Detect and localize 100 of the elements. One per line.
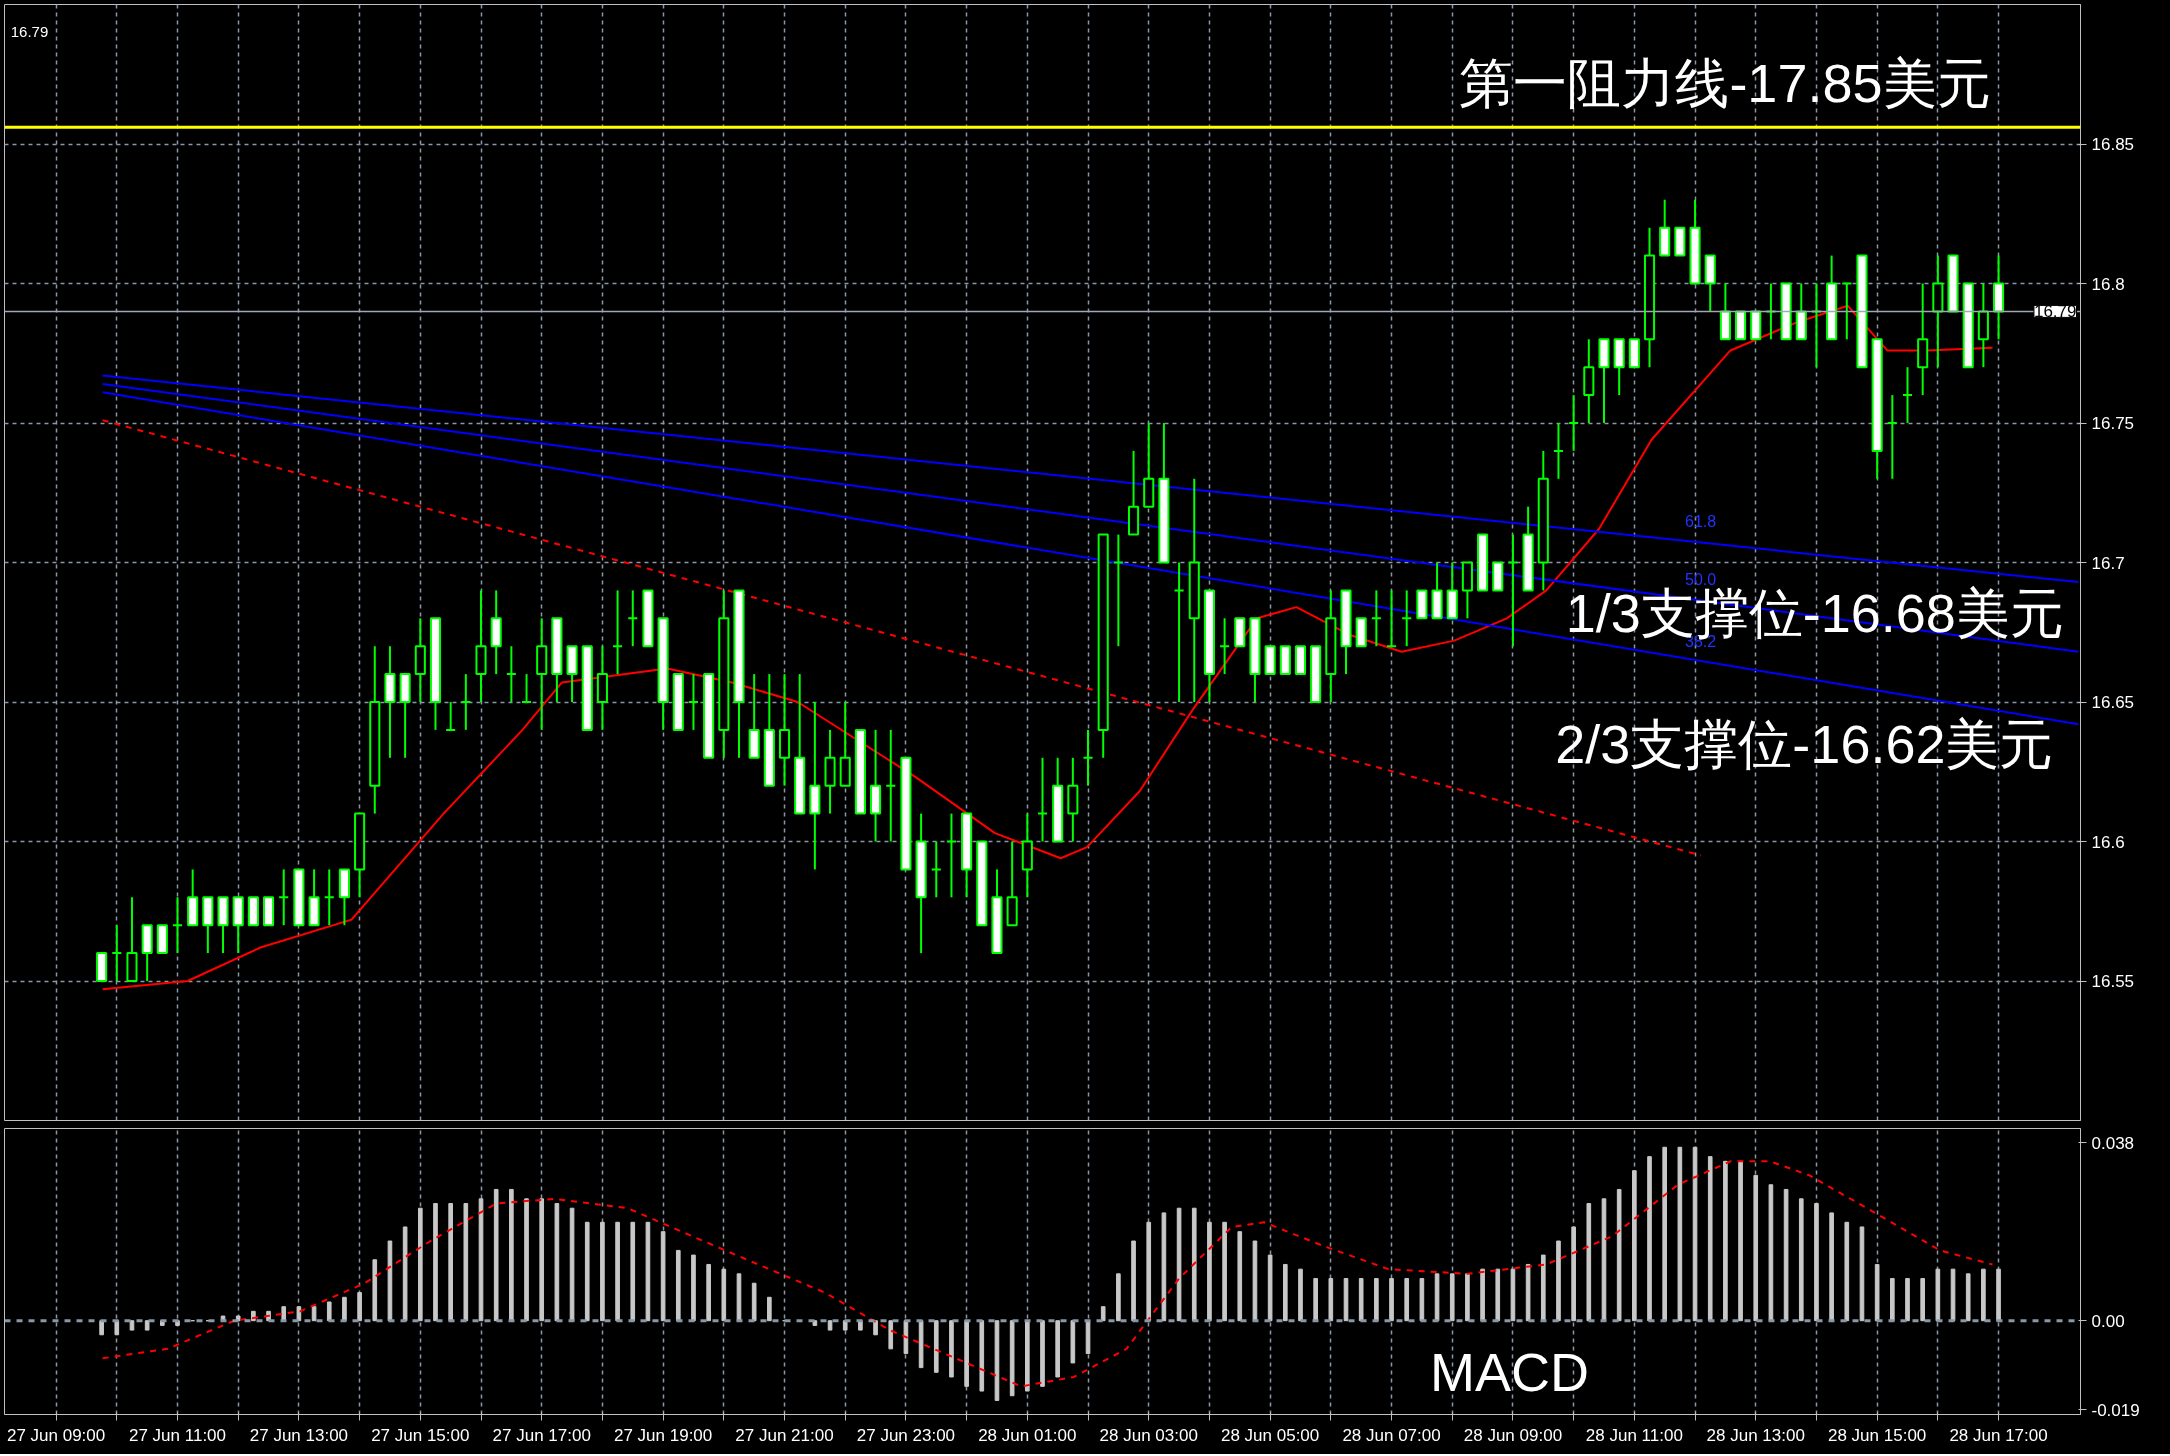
y-tick-label: 16.65 xyxy=(2091,693,2135,712)
candlestick xyxy=(627,589,639,648)
bar xyxy=(1935,1268,1941,1322)
bar xyxy=(888,1320,894,1350)
bar xyxy=(842,1320,848,1331)
bar xyxy=(1525,1263,1531,1322)
bar xyxy=(1282,1263,1288,1322)
bar xyxy=(1404,1278,1410,1322)
x-tick-label: 27 Jun 13:00 xyxy=(249,1425,349,1445)
bar xyxy=(1783,1188,1789,1322)
bar xyxy=(1040,1320,1045,1387)
bar xyxy=(1374,1278,1379,1322)
bar xyxy=(1298,1268,1303,1322)
bar xyxy=(1677,1146,1683,1322)
bar xyxy=(1586,1203,1592,1322)
x-tick-label: 28 Jun 01:00 xyxy=(978,1425,1077,1445)
x-tick-label: 27 Jun 09:00 xyxy=(6,1425,106,1445)
bar xyxy=(326,1301,332,1322)
bar xyxy=(539,1198,545,1322)
bar xyxy=(311,1306,317,1322)
bar xyxy=(1738,1160,1743,1322)
bar xyxy=(357,1292,362,1322)
bar xyxy=(675,1249,681,1322)
candlestick xyxy=(1765,282,1777,341)
bar xyxy=(873,1320,878,1336)
bar xyxy=(1798,1198,1804,1322)
x-tick-label: 28 Jun 17:00 xyxy=(1949,1425,2048,1445)
bar xyxy=(1874,1263,1880,1322)
bar xyxy=(1389,1278,1394,1322)
bar xyxy=(1692,1146,1698,1322)
candlestick xyxy=(1082,728,1094,787)
bar xyxy=(949,1320,954,1378)
bar xyxy=(1100,1306,1106,1322)
bar xyxy=(1116,1273,1121,1322)
bar xyxy=(144,1320,150,1331)
bar xyxy=(1723,1160,1728,1322)
bar xyxy=(1070,1320,1076,1364)
candlestick xyxy=(1810,282,1822,369)
bar xyxy=(1632,1170,1637,1322)
candlestick xyxy=(171,896,184,955)
bar xyxy=(600,1221,605,1322)
bar xyxy=(1176,1207,1182,1322)
bar xyxy=(1161,1212,1167,1322)
candlestick xyxy=(1886,394,1898,480)
bar xyxy=(979,1320,985,1392)
bar xyxy=(1905,1278,1910,1322)
x-tick-label: 27 Jun 17:00 xyxy=(492,1425,591,1445)
bar xyxy=(660,1231,666,1322)
bar xyxy=(1540,1254,1546,1322)
bar xyxy=(1768,1184,1774,1322)
bar xyxy=(1131,1240,1136,1322)
candlestick xyxy=(111,924,123,982)
bar xyxy=(493,1188,499,1322)
bar xyxy=(1616,1188,1622,1322)
bar xyxy=(1207,1221,1212,1322)
candlestick xyxy=(687,673,700,731)
bar xyxy=(448,1203,453,1322)
candlestick xyxy=(885,728,897,843)
bar xyxy=(812,1320,818,1326)
annotation: 61.8 xyxy=(1685,512,1717,530)
bar xyxy=(1965,1273,1971,1322)
bar xyxy=(1556,1240,1561,1322)
bar xyxy=(1313,1278,1318,1322)
bar xyxy=(1267,1254,1273,1322)
bar xyxy=(1829,1212,1834,1322)
y-tick-label: 16.85 xyxy=(2091,135,2135,154)
bar xyxy=(630,1221,636,1322)
bar xyxy=(858,1320,863,1331)
candlestick xyxy=(445,701,457,731)
x-tick-label: 28 Jun 13:00 xyxy=(1706,1425,1805,1445)
y-tick-label: -0.019 xyxy=(2091,1400,2140,1420)
candlestick xyxy=(460,673,472,731)
bar xyxy=(1237,1231,1243,1322)
y-tick-label: 0.00 xyxy=(2091,1311,2125,1331)
bar xyxy=(1191,1207,1197,1322)
x-tick-label: 28 Jun 15:00 xyxy=(1828,1425,1927,1445)
bar xyxy=(903,1320,909,1355)
bar xyxy=(721,1268,727,1322)
candlestick xyxy=(1901,366,1914,424)
candlestick xyxy=(323,868,335,927)
bar xyxy=(1480,1268,1485,1322)
bar xyxy=(1328,1278,1334,1322)
bar xyxy=(1495,1268,1501,1322)
x-tick-label: 28 Jun 05:00 xyxy=(1220,1425,1320,1445)
bar xyxy=(1434,1273,1440,1322)
bar xyxy=(463,1203,469,1322)
bar xyxy=(1571,1226,1576,1322)
candlestick xyxy=(1401,589,1413,648)
x-tick-label: 28 Jun 11:00 xyxy=(1585,1425,1683,1445)
bar xyxy=(1890,1278,1895,1322)
candlestick xyxy=(1370,589,1382,648)
x-tick-label: 27 Jun 11:00 xyxy=(128,1425,227,1445)
bar xyxy=(114,1320,120,1336)
candlestick xyxy=(1568,394,1580,452)
bar xyxy=(1419,1278,1425,1322)
bar xyxy=(1753,1174,1759,1322)
bar xyxy=(1844,1221,1850,1322)
bar xyxy=(1707,1156,1713,1322)
candlestick xyxy=(945,812,957,899)
bar xyxy=(524,1198,529,1322)
